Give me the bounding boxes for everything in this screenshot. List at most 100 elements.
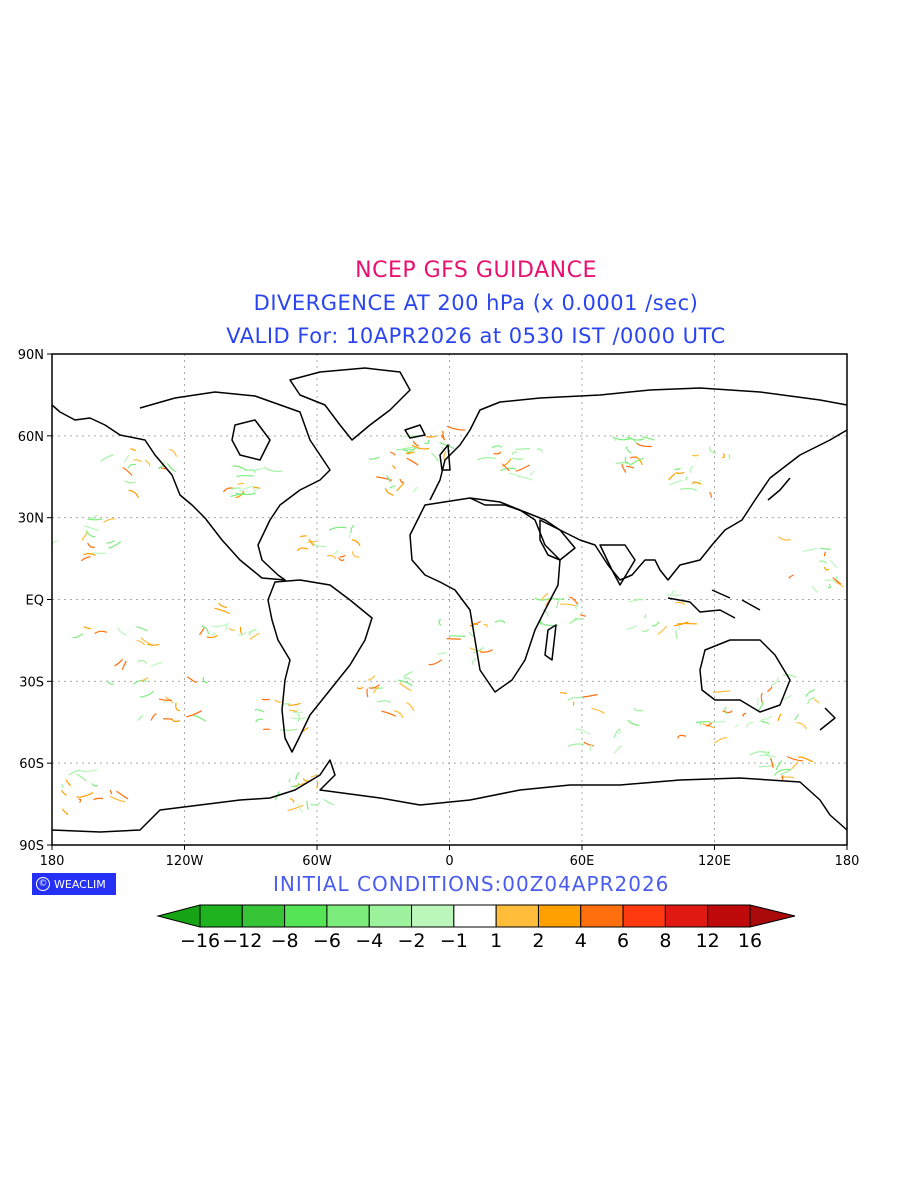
divergence-streak xyxy=(625,446,632,454)
colorbar-label: 16 xyxy=(738,930,762,952)
divergence-streak xyxy=(759,754,776,758)
divergence-streak xyxy=(186,710,203,718)
divergence-streak xyxy=(823,551,827,557)
divergence-streak xyxy=(72,633,84,639)
divergence-streak xyxy=(91,552,107,555)
divergence-streak xyxy=(76,792,94,798)
divergence-streak xyxy=(239,485,255,493)
divergence-streak xyxy=(288,709,297,712)
divergence-streak xyxy=(679,487,698,492)
colorbar-bin xyxy=(241,904,286,928)
divergence-streak xyxy=(292,710,303,714)
divergence-streak xyxy=(627,719,640,726)
divergence-streak xyxy=(636,598,644,602)
divergence-streak xyxy=(150,713,157,721)
divergence-streak xyxy=(827,583,831,589)
colorbar-bin xyxy=(537,904,582,928)
divergence-streak xyxy=(248,629,257,634)
divergence-streak xyxy=(396,482,405,492)
divergence-streak xyxy=(515,464,530,472)
divergence-streak xyxy=(296,547,309,552)
divergence-streak xyxy=(232,465,247,471)
divergence-streak xyxy=(583,741,595,747)
divergence-field xyxy=(51,425,844,816)
lon-label: 0 xyxy=(445,854,453,869)
coast-hudson-bay xyxy=(231,419,271,461)
lon-label: 60E xyxy=(570,854,595,869)
divergence-streak xyxy=(621,463,627,473)
divergence-streak xyxy=(288,702,301,706)
divergence-streak xyxy=(746,721,754,728)
divergence-streak xyxy=(612,436,630,441)
divergence-streak xyxy=(87,542,95,548)
divergence-streak xyxy=(713,690,731,694)
divergence-streak xyxy=(749,751,767,756)
divergence-streak xyxy=(306,800,309,810)
divergence-streak xyxy=(109,795,126,803)
divergence-streak xyxy=(794,713,799,721)
coast-arabia xyxy=(539,519,576,561)
divergence-streak xyxy=(567,696,585,701)
divergence-streak xyxy=(692,454,700,457)
divergence-streak xyxy=(403,671,413,678)
divergence-streak xyxy=(477,457,496,461)
divergence-streak xyxy=(307,540,317,543)
divergence-streak xyxy=(389,485,396,489)
divergence-streak xyxy=(572,701,575,706)
lat-label: 90N xyxy=(18,348,44,363)
map-subtitle: DIVERGENCE AT 200 hPa (x 0.0001 /sec) xyxy=(253,291,699,315)
divergence-streak xyxy=(103,518,116,523)
divergence-streak xyxy=(316,782,319,789)
divergence-streak xyxy=(245,469,257,473)
divergence-streak xyxy=(81,769,98,773)
coast-australia xyxy=(699,639,791,713)
divergence-streak xyxy=(290,782,300,788)
divergence-streak xyxy=(100,454,114,462)
lat-label: 90S xyxy=(19,839,44,854)
colorbar-label: −1 xyxy=(440,930,468,952)
colorbar-bin xyxy=(622,904,666,928)
divergence-streak xyxy=(117,627,127,636)
divergence-streak xyxy=(133,679,147,685)
divergence-streak xyxy=(761,715,773,721)
map-area xyxy=(51,353,848,846)
colorbar-bin xyxy=(580,904,624,928)
divergence-streak xyxy=(591,707,605,714)
divergence-streak xyxy=(443,450,447,460)
divergence-streak xyxy=(386,475,391,483)
divergence-streak xyxy=(68,769,82,776)
divergence-streak xyxy=(253,487,258,493)
divergence-streak xyxy=(299,535,307,538)
divergence-streak xyxy=(332,549,338,555)
coast-madagascar xyxy=(544,624,557,661)
colorbar-bin xyxy=(199,904,243,928)
divergence-streak xyxy=(811,585,818,593)
divergence-streak xyxy=(384,488,394,496)
divergence-streak xyxy=(186,676,197,684)
divergence-streak xyxy=(297,713,300,722)
divergence-streak xyxy=(140,690,155,698)
colorbar-label: −6 xyxy=(313,930,341,952)
lon-label: 120W xyxy=(166,854,204,869)
coast-antarctica xyxy=(51,759,848,833)
divergence-streak xyxy=(136,626,148,632)
divergence-streak xyxy=(222,487,234,493)
colorbar-label: 2 xyxy=(532,930,544,952)
divergence-streak xyxy=(569,596,579,605)
coast-africa xyxy=(409,497,561,693)
divergence-streak xyxy=(742,712,747,717)
divergence-streak xyxy=(85,530,96,538)
divergence-streak xyxy=(169,448,178,457)
divergence-streak xyxy=(671,590,675,595)
colorbar-under-arrow xyxy=(156,904,201,928)
divergence-streak xyxy=(692,481,702,485)
divergence-streak xyxy=(512,457,524,460)
divergence-streak xyxy=(264,466,283,472)
divergence-streak xyxy=(832,577,842,585)
divergence-streak xyxy=(83,525,99,532)
divergence-streak xyxy=(402,435,419,438)
colorbar-bin xyxy=(495,904,539,928)
divergence-streak xyxy=(677,625,681,631)
divergence-streak xyxy=(80,555,91,562)
divergence-streak xyxy=(108,541,122,549)
